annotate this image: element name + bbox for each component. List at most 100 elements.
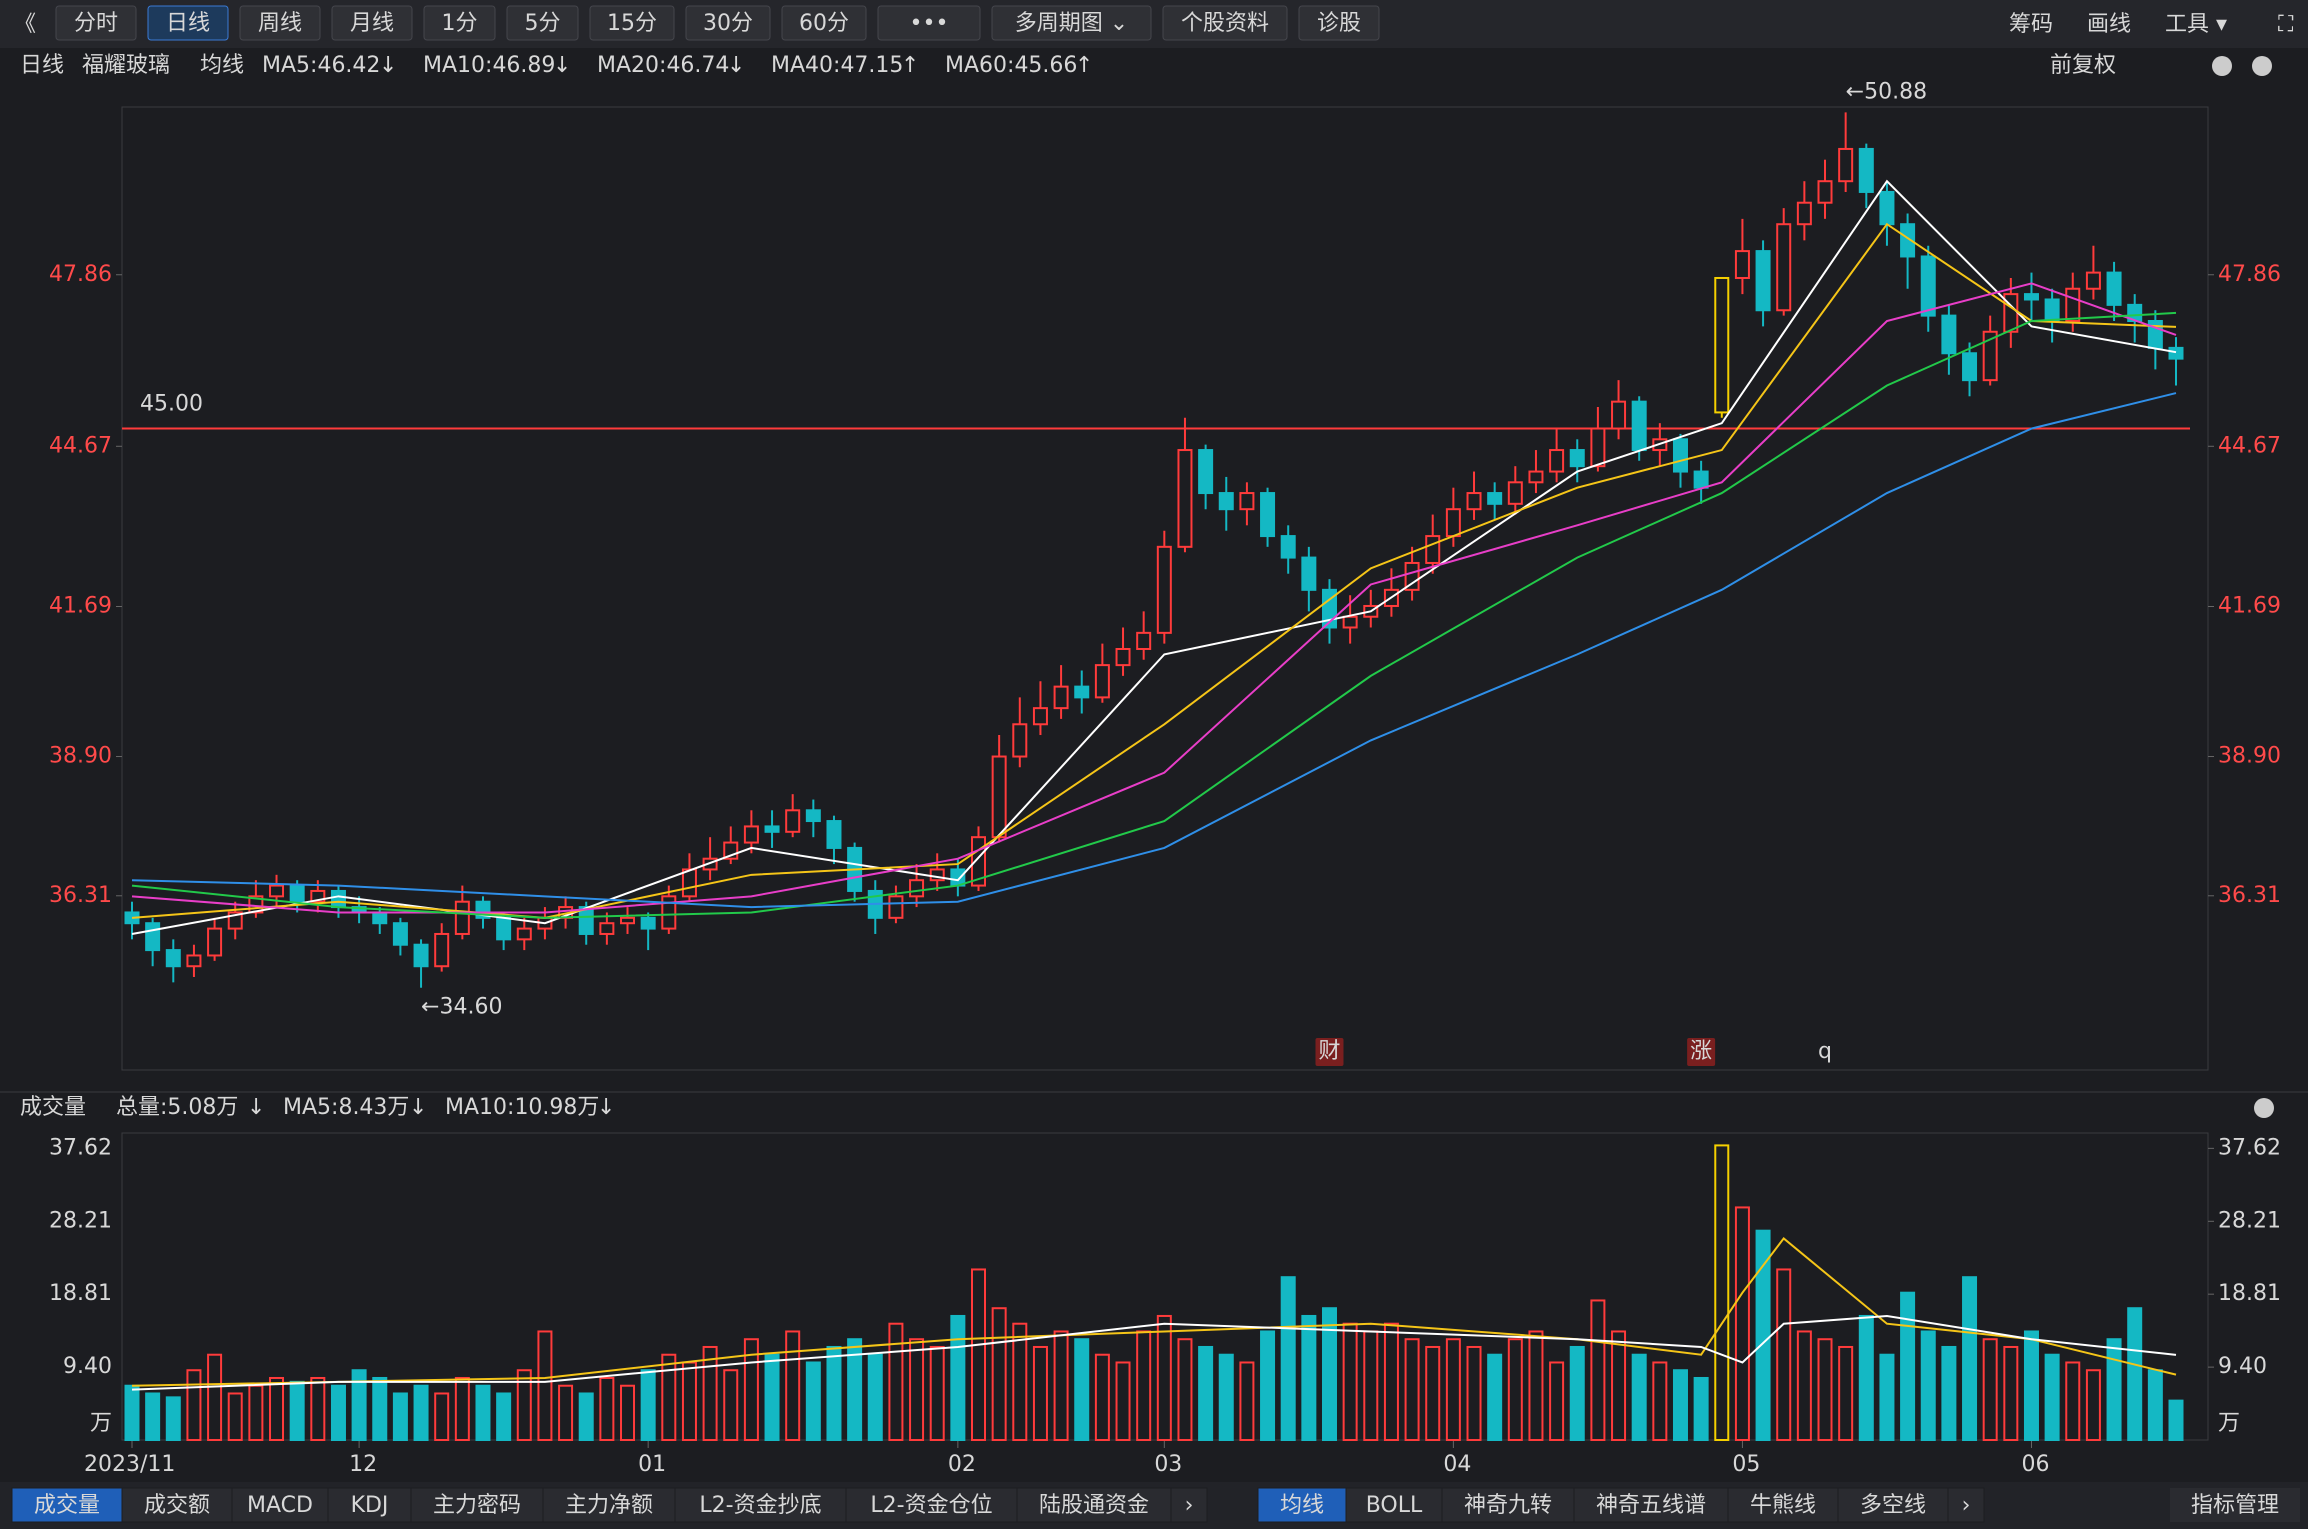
adjust-mode[interactable]: 前复权	[2050, 53, 2116, 78]
ma-line	[131, 1314, 2177, 1391]
plus-icon[interactable]	[2212, 56, 2232, 76]
x-tick-label: 2023/11	[84, 1452, 175, 1477]
candle-body	[1053, 685, 1069, 710]
toolbar-button[interactable]	[147, 5, 229, 41]
toolbar-button[interactable]	[239, 5, 321, 41]
volume-tick-label: 28.21	[49, 1208, 112, 1233]
volume-bar	[2147, 1369, 2163, 1442]
candle-body	[702, 857, 718, 871]
event-marker-label: 财	[1318, 1039, 1340, 1064]
candle-body	[1342, 615, 1358, 629]
volume-bar	[1528, 1330, 1544, 1441]
stock-name: 福耀玻璃	[82, 53, 170, 78]
manage-tab[interactable]	[2170, 1488, 2300, 1522]
indicator-tab[interactable]	[1573, 1487, 1729, 1523]
volume-bar	[1796, 1330, 1812, 1441]
volume-bar	[826, 1345, 842, 1442]
candle-body	[1280, 535, 1296, 559]
indicator-tab[interactable]	[542, 1487, 676, 1523]
toolbar-button[interactable]	[331, 5, 413, 41]
volume-bar	[475, 1384, 491, 1441]
ma-line	[131, 282, 2177, 914]
candle-body	[1528, 470, 1544, 484]
toolbar-button[interactable]	[1298, 5, 1380, 41]
volume-arrow: ↓	[247, 1095, 265, 1120]
volume-bar	[1074, 1338, 1090, 1441]
toolbar-button[interactable]	[877, 5, 981, 41]
indicator-tab[interactable]	[1170, 1487, 1208, 1523]
volume-bar	[1920, 1330, 1936, 1441]
event-marker[interactable]	[1315, 1038, 1344, 1066]
indicator-tab-label: 主力净额	[565, 1493, 653, 1518]
toolbar-button[interactable]	[55, 5, 137, 41]
toolbar-button[interactable]	[685, 5, 771, 41]
indicator-tab[interactable]	[121, 1487, 233, 1523]
ma-arrow: ↑	[901, 53, 919, 78]
candle-body	[888, 895, 904, 919]
indicator-tab[interactable]	[1441, 1487, 1575, 1523]
indicator-tab[interactable]	[845, 1487, 1018, 1523]
volume-bar	[2085, 1369, 2101, 1442]
indicator-tab-label: ›	[1185, 1493, 1194, 1518]
back-button[interactable]: 《	[14, 12, 36, 37]
volume-bar	[1962, 1276, 1978, 1442]
toolbar-button[interactable]	[423, 5, 496, 41]
volume-bar	[2023, 1330, 2039, 1441]
volume-bar	[2044, 1353, 2060, 1441]
volume-bar	[1115, 1361, 1131, 1441]
toolbar-button[interactable]	[781, 5, 867, 41]
candle-body	[2106, 271, 2122, 306]
volume-bar	[1177, 1338, 1193, 1441]
toolbar-button-label: 个股资料	[1181, 11, 1269, 36]
volume-arrow: ↓	[597, 1095, 615, 1120]
volume-bar	[2127, 1307, 2143, 1441]
indicator-tab-label: L2-资金抄底	[699, 1493, 821, 1518]
toolbar-tool[interactable]: 画线	[2087, 12, 2131, 37]
toolbar-button[interactable]	[506, 5, 579, 41]
toolbar-tool[interactable]: 筹码	[2009, 12, 2053, 37]
ma-arrow: ↓	[727, 53, 745, 78]
candle-body	[434, 932, 450, 968]
candle-body	[2023, 293, 2039, 301]
volume-bar	[1321, 1307, 1337, 1441]
indicator-tab[interactable]	[674, 1487, 847, 1523]
toolbar-tool[interactable]: ⛶	[2278, 12, 2294, 37]
y-tick-label: 38.90	[49, 744, 112, 769]
volume-unit-right: 万	[2218, 1411, 2240, 1436]
volume-bar	[661, 1353, 677, 1441]
candle-body	[289, 884, 305, 903]
volume-bar	[558, 1384, 574, 1441]
indicator-tab[interactable]	[1727, 1487, 1839, 1523]
toolbar-button[interactable]	[1162, 5, 1288, 41]
indicator-tab[interactable]	[1947, 1487, 1985, 1523]
indicator-tab[interactable]	[327, 1487, 412, 1523]
candle-body	[454, 900, 470, 935]
volume-bar	[599, 1376, 615, 1442]
indicator-tab[interactable]	[11, 1487, 123, 1523]
volume-bar	[1755, 1229, 1771, 1441]
volume-bar	[1445, 1338, 1461, 1441]
toolbar-button-label: 30分	[703, 11, 753, 36]
volume-bar	[805, 1361, 821, 1441]
volume-tick-label: 37.62	[49, 1135, 112, 1160]
toolbar-button[interactable]	[991, 5, 1152, 41]
volume-bar	[454, 1376, 470, 1442]
close-icon[interactable]	[2254, 1098, 2274, 1118]
toolbar-tool[interactable]: 工具 ▾	[2165, 12, 2227, 37]
event-marker[interactable]	[1687, 1038, 1716, 1066]
volume-arrow: ↓	[409, 1095, 427, 1120]
x-tick-label: 02	[948, 1452, 976, 1477]
indicator-tab-label: 牛熊线	[1750, 1493, 1816, 1518]
candle-body	[1094, 664, 1110, 699]
indicator-tab[interactable]	[1837, 1487, 1949, 1523]
indicator-tab[interactable]	[1016, 1487, 1172, 1523]
candle-body	[269, 884, 285, 898]
toolbar-button-label: 1分	[442, 11, 478, 36]
toolbar-button-label: 诊股	[1317, 11, 1361, 36]
volume-legend: MA5:8.43万	[283, 1095, 409, 1120]
volume-legend: MA10:10.98万	[445, 1095, 599, 1120]
indicator-tab[interactable]	[1345, 1487, 1443, 1523]
toolbar-button[interactable]	[589, 5, 675, 41]
volume-bar	[723, 1369, 739, 1442]
minus-icon[interactable]	[2252, 56, 2272, 76]
